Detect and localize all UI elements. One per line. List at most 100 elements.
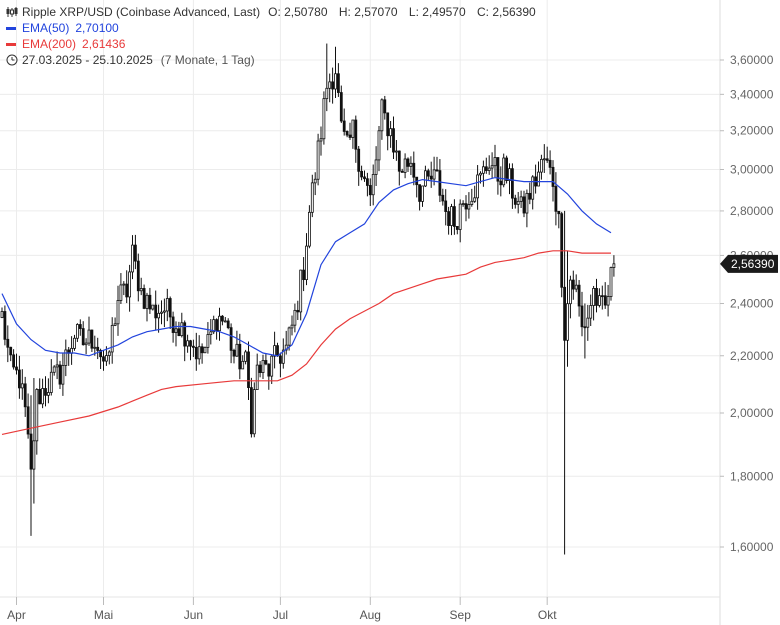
candle-body [35,389,39,442]
last-value-badge: 2,56390 [720,254,778,273]
candle-body [351,119,355,138]
candle-body [194,347,198,360]
candle-body [441,194,445,202]
candle-body [403,158,407,173]
candle-body [313,178,317,184]
legend-ema50-row[interactable]: EMA(50) 2,70100 [6,20,536,36]
x-axis: Apr Mai Jun Jul Aug Sep Okt [7,597,557,622]
candle-body [502,157,506,186]
candle-body [423,170,427,187]
candle-body [197,346,201,360]
x-tick-label: Sep [450,608,472,622]
candle-body [467,204,471,210]
candle-body [119,284,123,301]
candle-body [255,364,259,391]
candle-body [360,170,364,178]
ema50-label: EMA(50) [22,21,70,35]
candle-body [232,349,236,357]
candle-body [452,206,456,227]
candle-body [61,365,65,385]
candle-body [508,168,511,181]
candle-body [392,128,395,153]
candle-body [380,99,384,132]
candle-body [273,345,277,357]
candle-body [215,319,219,332]
candle-body [258,364,262,374]
candle-body [328,81,332,89]
candle-body [397,150,401,172]
candle-body [191,345,195,348]
candle-body [162,310,166,313]
candle-body [583,326,587,329]
candle-body [345,131,349,136]
y-tick-label: 2,00000 [730,406,774,420]
candle-body [537,171,540,187]
candle-body [223,320,227,323]
candle-body [334,73,337,90]
legend-ema200-row[interactable]: EMA(200) 2,61436 [6,36,536,52]
candle-body [563,286,566,341]
y-tick-label: 3,00000 [730,162,774,176]
date-range-duration: (7 Monate, 1 Tag) [160,53,255,67]
candle-body [377,130,381,161]
candle-body [261,360,265,374]
candle-body [49,371,53,393]
candle-body [96,346,100,351]
candle-body [160,311,163,314]
candlestick-icon [6,7,18,17]
candle-body [107,351,111,356]
candle-body [278,355,282,364]
candle-body [600,295,604,298]
candle-body [310,182,314,213]
candle-body [165,298,169,312]
candle-body [186,340,190,347]
candle-body [305,245,308,281]
date-range: 27.03.2025 - 25.10.2025 [22,53,153,67]
candle-body [458,203,462,230]
candle-body [525,192,529,214]
candle-body [540,158,543,173]
candle-body [603,295,607,306]
candle-body [249,387,253,435]
candle-body [307,211,311,247]
candle-body [174,328,178,333]
candle-body [551,166,555,187]
ema200-swatch [6,42,16,46]
candle-body [157,312,161,319]
candle-body [470,200,474,205]
candle-body [586,317,590,328]
candle-body [450,206,453,226]
candle-body [455,226,459,230]
candle-body [331,81,335,90]
candlestick-series [0,43,616,555]
candle-body [47,392,50,396]
candle-body [531,176,535,200]
ema50-value: 2,70100 [75,21,119,35]
y-tick-label: 1,60000 [730,540,774,554]
candle-body [3,311,7,340]
ema200-label: EMA(200) [22,37,77,51]
candle-body [281,349,285,364]
ohlc-low: L: 2,49570 [408,5,466,19]
ohlc-high: H: 2,57070 [338,5,398,19]
candle-body [589,305,593,319]
candle-body [429,175,433,180]
candle-body [287,327,291,346]
candle-body [595,288,598,306]
candle-body [371,174,375,196]
x-tick-label: Okt [538,608,557,622]
candle-body [426,170,430,177]
y-tick-label: 2,40000 [730,297,774,311]
x-tick-label: Jun [184,608,203,622]
candle-body [276,345,279,357]
y-tick-label: 2,20000 [730,349,774,363]
candle-body [177,328,181,337]
candle-body [244,351,248,362]
candle-body [348,134,352,138]
candle-body [339,92,343,122]
ema50-swatch [6,26,16,30]
candle-body [566,303,569,341]
candle-body [241,360,245,370]
candle-body [284,344,288,351]
